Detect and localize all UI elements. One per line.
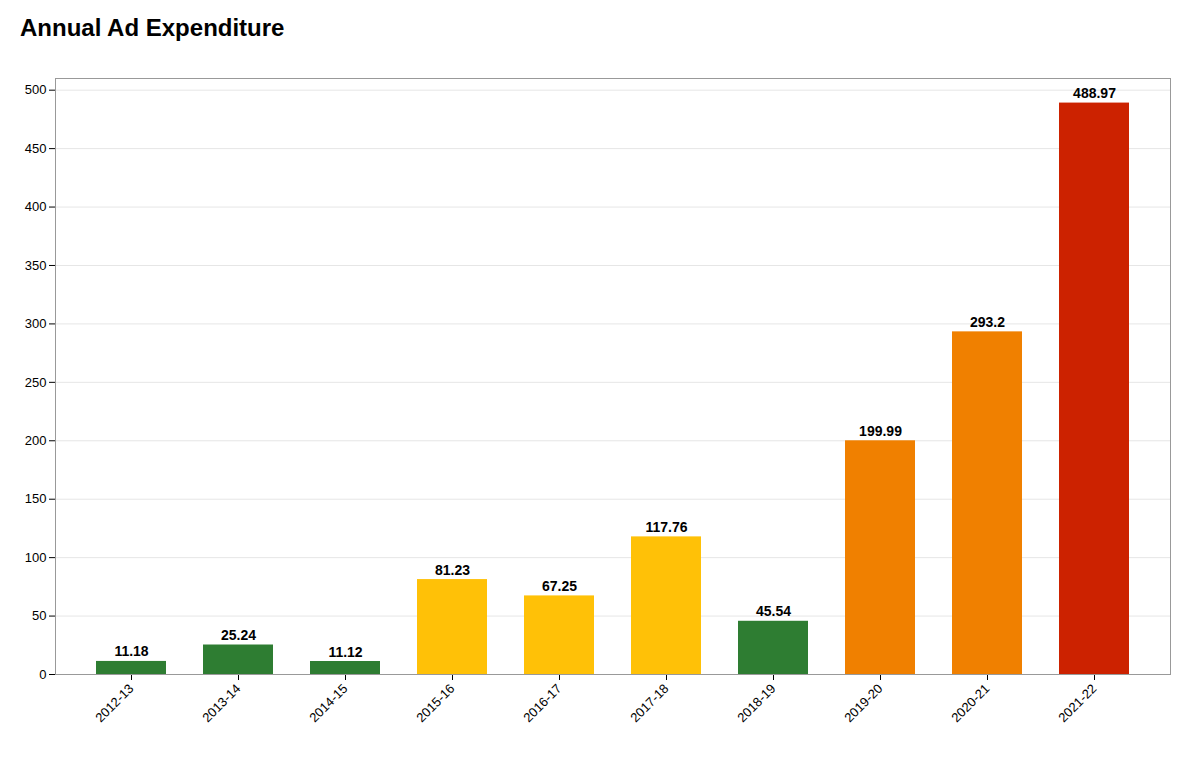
svg-text:150: 150 bbox=[25, 491, 47, 506]
svg-text:2017-18: 2017-18 bbox=[627, 681, 671, 725]
svg-text:100: 100 bbox=[25, 550, 47, 565]
svg-text:11.12: 11.12 bbox=[328, 644, 362, 660]
svg-text:25.24: 25.24 bbox=[221, 627, 256, 643]
svg-text:2015-16: 2015-16 bbox=[413, 681, 457, 725]
svg-text:117.76: 117.76 bbox=[645, 519, 687, 535]
svg-text:350: 350 bbox=[25, 258, 47, 273]
svg-text:2014-15: 2014-15 bbox=[306, 681, 350, 725]
svg-text:45.54: 45.54 bbox=[756, 603, 791, 619]
svg-text:400: 400 bbox=[25, 199, 47, 214]
svg-text:2019-20: 2019-20 bbox=[841, 681, 885, 725]
svg-text:250: 250 bbox=[25, 375, 47, 390]
svg-text:2016-17: 2016-17 bbox=[520, 681, 564, 725]
svg-text:500: 500 bbox=[25, 82, 47, 97]
svg-text:67.25: 67.25 bbox=[542, 578, 577, 594]
svg-text:2021-22: 2021-22 bbox=[1055, 681, 1099, 725]
svg-text:488.97: 488.97 bbox=[1073, 85, 1116, 101]
svg-text:50: 50 bbox=[32, 608, 46, 623]
svg-text:199.99: 199.99 bbox=[859, 423, 902, 439]
svg-text:293.2: 293.2 bbox=[970, 314, 1005, 330]
svg-text:11.18: 11.18 bbox=[114, 643, 148, 659]
svg-text:2012-13: 2012-13 bbox=[92, 681, 136, 725]
svg-text:200: 200 bbox=[25, 433, 47, 448]
svg-text:300: 300 bbox=[25, 316, 47, 331]
svg-text:2018-19: 2018-19 bbox=[734, 681, 778, 725]
svg-text:81.23: 81.23 bbox=[435, 562, 470, 578]
svg-text:450: 450 bbox=[25, 141, 47, 156]
svg-text:2020-21: 2020-21 bbox=[948, 681, 992, 725]
html-text:Annual Ad Expenditure: Annual Ad Expenditure bbox=[20, 14, 285, 41]
svg-text:0: 0 bbox=[39, 667, 46, 682]
svg-text:2013-14: 2013-14 bbox=[199, 681, 243, 725]
